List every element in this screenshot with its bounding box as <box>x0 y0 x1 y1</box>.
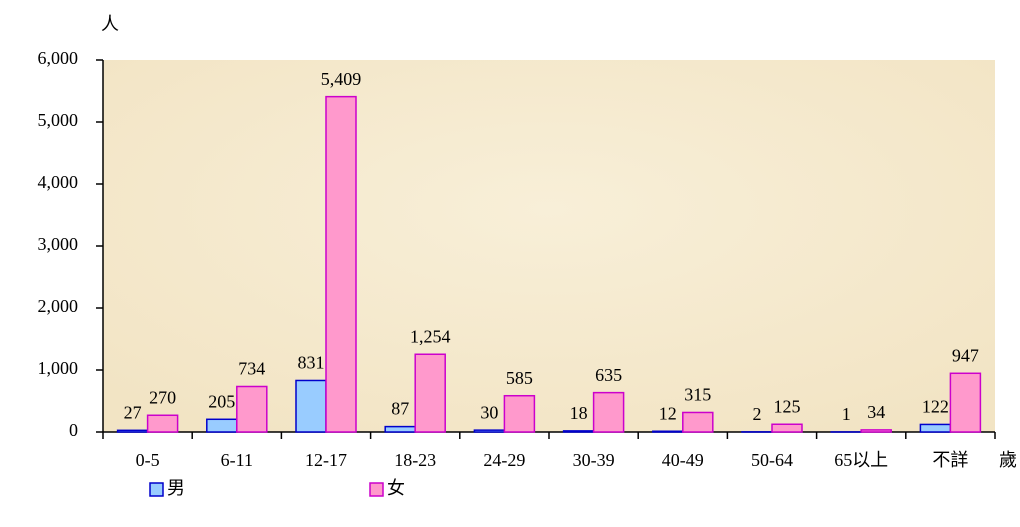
data-label: 2 <box>753 404 762 424</box>
x-tick-label: 65以上 <box>834 450 888 470</box>
legend-label: 男 <box>167 478 185 498</box>
x-tick-label: 不詳 <box>932 450 968 470</box>
x-tick-label: 12-17 <box>305 450 347 470</box>
bar <box>236 385 268 433</box>
data-label: 87 <box>391 399 409 419</box>
y-tick-label: 5,000 <box>38 110 79 130</box>
bar <box>771 423 803 433</box>
y-tick-label: 6,000 <box>38 48 79 68</box>
x-tick-label: 50-64 <box>751 450 793 470</box>
data-label: 585 <box>506 368 533 388</box>
data-label: 18 <box>570 403 588 423</box>
data-label: 125 <box>774 396 801 416</box>
y-tick-label: 4,000 <box>38 172 79 192</box>
y-tick-label: 1,000 <box>38 358 79 378</box>
bar <box>562 430 595 433</box>
bar <box>325 95 357 433</box>
x-tick-label: 0-5 <box>136 450 160 470</box>
data-label: 5,409 <box>321 69 362 89</box>
data-label: 947 <box>952 345 979 365</box>
bar <box>473 429 506 433</box>
data-label: 27 <box>124 402 142 422</box>
bar <box>206 418 238 433</box>
bar <box>949 372 982 433</box>
data-label: 734 <box>238 359 265 379</box>
bar <box>503 394 536 433</box>
legend-swatch <box>149 482 164 497</box>
bar <box>414 353 446 433</box>
legend-swatch <box>369 482 384 497</box>
x-tick-label: 18-23 <box>394 450 436 470</box>
y-tick-label: 0 <box>69 420 78 440</box>
bar <box>116 429 149 433</box>
x-tick-label: 30-39 <box>573 450 615 470</box>
x-tick-label: 24-29 <box>483 450 525 470</box>
data-label: 831 <box>298 353 325 373</box>
y-tick-label: 2,000 <box>38 296 79 316</box>
bar <box>919 423 952 433</box>
x-tick-label: 40-49 <box>662 450 704 470</box>
data-label: 12 <box>659 403 677 423</box>
data-label: 270 <box>149 387 176 407</box>
y-unit: 人 <box>101 14 119 34</box>
data-label: 315 <box>684 385 711 405</box>
bar <box>384 425 416 433</box>
data-label: 30 <box>480 402 498 422</box>
data-label: 205 <box>208 391 235 411</box>
plot-background <box>103 60 995 432</box>
data-label: 34 <box>867 402 885 422</box>
bar <box>592 391 625 433</box>
bar <box>682 411 714 433</box>
data-label: 1 <box>842 404 851 424</box>
data-label: 635 <box>595 365 622 385</box>
bar <box>146 414 179 433</box>
bar <box>860 429 892 433</box>
legend-label: 女 <box>387 478 405 498</box>
x-tick-label: 6-11 <box>221 450 253 470</box>
data-label: 1,254 <box>410 326 451 346</box>
bar <box>652 430 684 433</box>
x-unit: 歲 <box>999 450 1017 470</box>
data-label: 122 <box>922 397 949 417</box>
bar <box>295 379 327 433</box>
y-tick-label: 3,000 <box>38 234 79 254</box>
